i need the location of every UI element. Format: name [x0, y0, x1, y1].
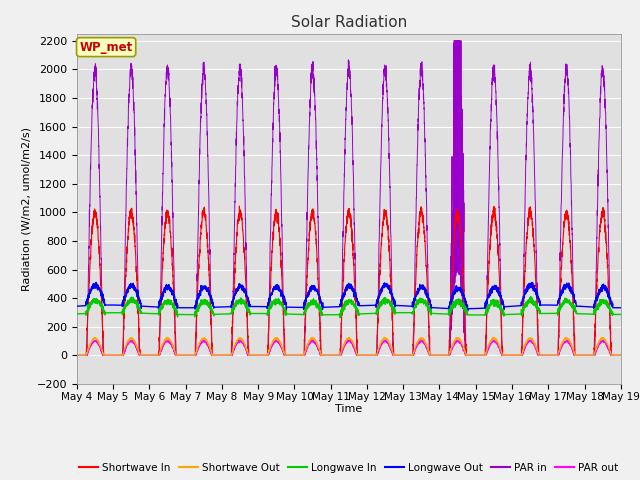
Legend: Shortwave In, Shortwave Out, Longwave In, Longwave Out, PAR in, PAR out: Shortwave In, Shortwave Out, Longwave In…	[76, 458, 622, 477]
Text: WP_met: WP_met	[79, 41, 132, 54]
X-axis label: Time: Time	[335, 405, 362, 414]
Y-axis label: Radiation (W/m2, umol/m2/s): Radiation (W/m2, umol/m2/s)	[21, 127, 31, 291]
Title: Solar Radiation: Solar Radiation	[291, 15, 407, 30]
